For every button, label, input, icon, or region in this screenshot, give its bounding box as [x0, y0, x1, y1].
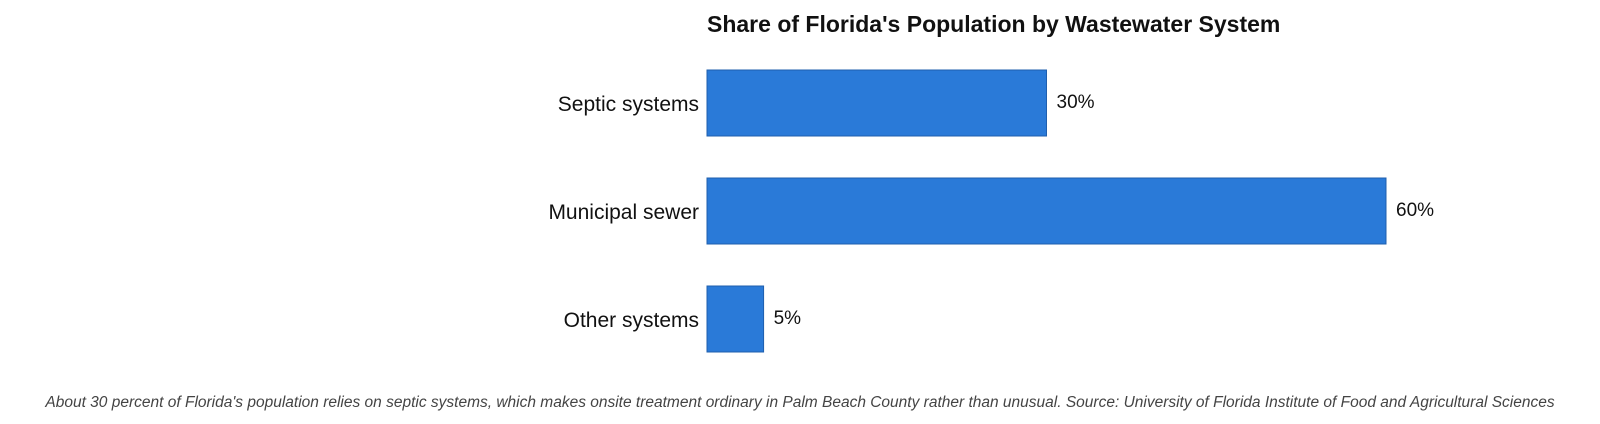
category-label: Other systems	[564, 309, 699, 332]
value-label: 30%	[1057, 92, 1095, 113]
category-label: Septic systems	[558, 93, 699, 116]
value-label: 5%	[774, 308, 802, 329]
category-label: Municipal sewer	[548, 201, 699, 224]
chart-caption: About 30 percent of Florida's population…	[44, 394, 1554, 411]
bar-other-systems	[706, 285, 765, 353]
chart-title: Share of Florida's Population by Wastewa…	[707, 11, 1280, 37]
bars-group	[706, 69, 1387, 353]
category-labels-group: Septic systems Municipal sewer Other syste…	[548, 93, 699, 332]
bar-municipal-sewer	[706, 177, 1387, 245]
bar-septic-systems	[706, 69, 1047, 137]
value-label: 60%	[1396, 200, 1434, 221]
value-labels-group: 30% 60% 5%	[774, 92, 1435, 329]
